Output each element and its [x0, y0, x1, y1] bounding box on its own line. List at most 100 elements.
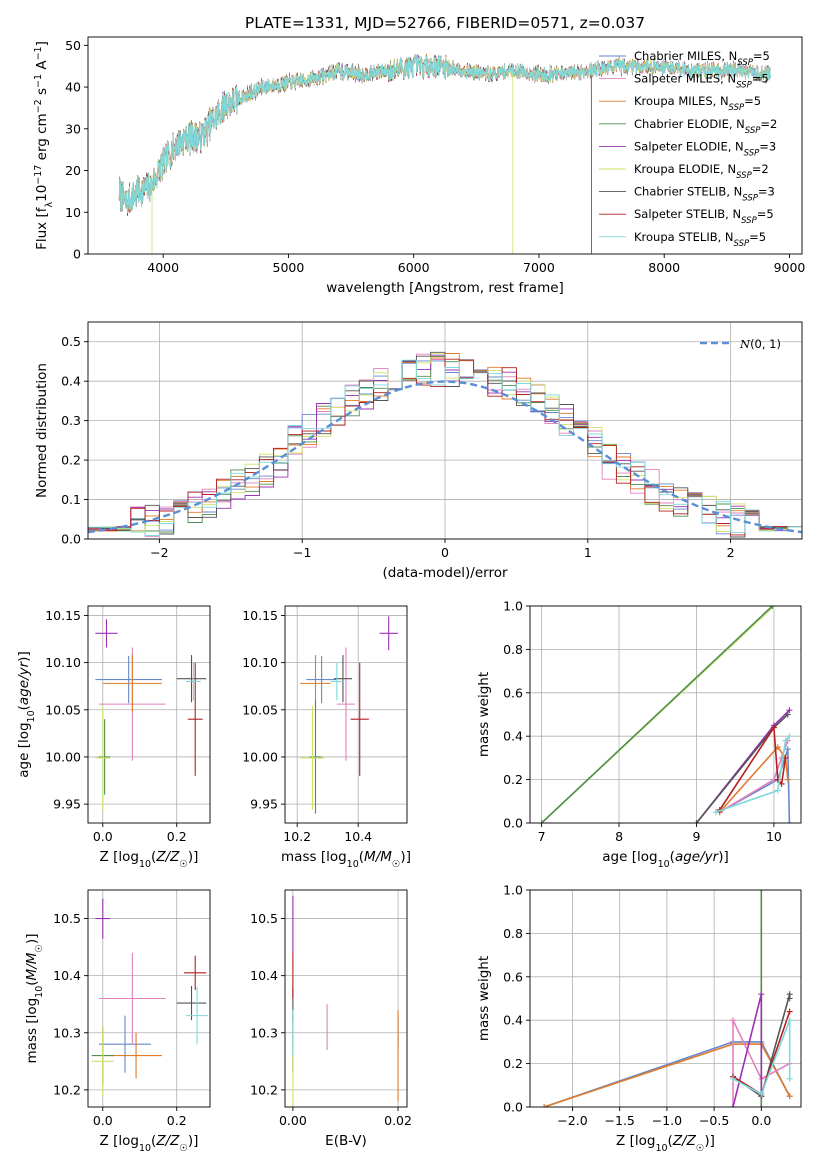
y-tick-label: 30	[65, 121, 81, 136]
axes-overlay: 0.0 0.2 9.95 10.00 10.05 10.10 10.15 Z [log10(Z…	[16, 605, 211, 870]
errorbar-point	[185, 987, 209, 1045]
errorbar-point	[309, 700, 322, 814]
y-tick-label: 10.10	[45, 655, 81, 670]
mass-weight-marker	[730, 1075, 737, 1082]
errorbar-point	[336, 647, 356, 761]
mass-weight-marker	[784, 776, 791, 783]
panel-age_vs_mass: 10.2 10.4 9.95 10.00 10.05 10.10 10.15 mass [lo…	[242, 605, 411, 870]
axes-overlay: −2.0 −1.5 −1.0 −0.5 0.0 0.0 0.2 0.4 0.6 0.8 1.0 Z […	[476, 883, 802, 1154]
errorbar-point	[379, 616, 398, 651]
mass-weight-marker	[541, 1104, 548, 1107]
y-tick-label: 10.05	[242, 702, 278, 717]
y-axis-label: Flux [fλ10−17 erg cm−2 s−1 A−1]	[33, 41, 55, 250]
axes-frame	[529, 889, 802, 1108]
errorbar-point	[330, 662, 343, 701]
axes-overlay: 0.0 0.2 10.2 10.3 10.4 10.5 Z [log10(Z/Z☉)] mas…	[24, 889, 211, 1154]
x-tick-label: 0.02	[384, 1113, 412, 1128]
mass-weight-series-line	[543, 1043, 791, 1107]
mass-weight-series-line	[541, 606, 773, 823]
y-axis-label: Normed distribution	[34, 363, 50, 498]
errorbar-point	[306, 656, 337, 704]
y-tick-label: 10.15	[242, 608, 278, 623]
x-tick-label: 0.0	[93, 1113, 113, 1128]
axes-frame	[284, 605, 408, 824]
y-axis-label: mass [log10(M/M☉)]	[24, 934, 45, 1064]
y-tick-label: 10.10	[242, 655, 278, 670]
mass-weight-marker	[758, 1104, 765, 1107]
y-tick-label: 10.4	[53, 968, 81, 983]
axes-overlay: 0.00 0.02 10.2 10.3 10.4 10.5 E(B-V)	[250, 889, 412, 1149]
y-tick-label: 10.5	[250, 911, 278, 926]
panel-age_vs_Z: 0.0 0.2 9.95 10.00 10.05 10.10 10.15 Z [log10(Z…	[16, 605, 211, 870]
y-tick-label: 1.0	[503, 599, 523, 614]
x-tick-label: 2	[727, 545, 735, 560]
legend: Chabrier MILES, NSSP=5 Salpeter MILES, NS…	[599, 49, 777, 249]
y-tick-label: 10.2	[53, 1082, 81, 1097]
mass-weight-marker	[786, 1017, 793, 1024]
y-tick-label: 10.00	[242, 749, 278, 764]
y-tick-label: 10.4	[250, 968, 278, 983]
errorbar-point	[176, 655, 207, 703]
mass-weight-marker	[758, 1090, 765, 1097]
y-tick-label: 0.4	[503, 1013, 523, 1028]
mass-weight-marker	[782, 737, 789, 744]
mass-weight-marker	[770, 724, 777, 731]
axes-overlay: 4000 5000 6000 7000 8000 9000 0 10 20 30 40 50 wavel…	[33, 36, 806, 296]
x-tick-label: 10.4	[344, 829, 372, 844]
axes-frame	[529, 605, 802, 824]
y-tick-label: 0.8	[503, 642, 523, 657]
x-tick-label: −1.0	[652, 1113, 682, 1128]
y-tick-label: 9.95	[250, 797, 278, 812]
x-tick-label: 9000	[774, 260, 806, 275]
x-tick-label: 0	[441, 545, 449, 560]
y-tick-label: 10	[65, 205, 81, 220]
x-tick-label: 0.0	[93, 829, 113, 844]
mass-weight-marker	[786, 820, 793, 823]
axes-overlay: 10.2 10.4 9.95 10.00 10.05 10.10 10.15 mass [lo…	[242, 605, 411, 870]
errorbar-point	[99, 952, 166, 1045]
errorbar-point	[99, 719, 111, 795]
panel-mass_weight_vs_Z: −2.0 −1.5 −1.0 −0.5 0.0 0.0 0.2 0.4 0.6 0.8 1.0 Z […	[476, 883, 802, 1154]
y-tick-label: 0.4	[503, 729, 523, 744]
x-tick-label: −0.5	[699, 1113, 729, 1128]
legend-label: Kroupa STELIB, NSSP=5	[634, 230, 766, 249]
legend-label: Salpeter ELODIE, NSSP=3	[634, 139, 776, 158]
x-axis-label: wavelength [Angstrom, rest frame]	[326, 280, 564, 296]
errorbar-point	[102, 655, 162, 712]
y-tick-label: 10.15	[45, 608, 81, 623]
plot-area	[292, 895, 399, 1107]
x-tick-label: 0.00	[279, 1113, 307, 1128]
errorbar-point	[176, 985, 207, 1021]
legend-label: Chabrier MILES, NSSP=5	[634, 49, 770, 68]
x-axis-label: (data-model)/error	[382, 565, 508, 581]
y-tick-label: 0.4	[61, 374, 81, 389]
errorbar-point	[91, 1027, 114, 1096]
plot-area	[95, 619, 207, 810]
mass-weight-marker	[784, 746, 791, 753]
x-axis-label: mass [log10(M/M☉)]	[281, 849, 411, 870]
mass-weight-marker	[758, 890, 765, 893]
plot-area	[91, 898, 209, 1096]
panel-mass_vs_EBV: 0.00 0.02 10.2 10.3 10.4 10.5 E(B-V)	[250, 889, 412, 1149]
x-tick-label: 7	[538, 829, 546, 844]
axes-frame	[284, 889, 408, 1108]
mass-weight-marker	[786, 1093, 793, 1100]
y-tick-label: 0.0	[503, 1100, 523, 1115]
y-tick-label: 50	[65, 38, 81, 53]
x-axis-label: Z [log10(Z/Z☉)]	[100, 849, 199, 870]
y-axis-label: mass weight	[476, 956, 492, 1041]
mass-weight-marker	[786, 707, 793, 714]
mass-weight-marker	[730, 1017, 737, 1024]
x-axis-label: Z [log10(Z/Z☉)]	[100, 1133, 199, 1154]
x-axis-label: Z [log10(Z/Z☉)]	[616, 1133, 715, 1154]
x-tick-label: 8	[615, 829, 623, 844]
histogram-series-step	[88, 359, 802, 536]
y-tick-label: 0.1	[61, 492, 81, 507]
mass-weight-marker	[770, 606, 777, 609]
x-tick-label: −1	[293, 545, 311, 560]
plot-area	[541, 890, 793, 1107]
panel-spectrum: 4000 5000 6000 7000 8000 9000 0 10 20 30 40 50 wavel…	[33, 36, 806, 296]
plot-area	[88, 351, 802, 538]
x-tick-label: 0.2	[167, 829, 187, 844]
